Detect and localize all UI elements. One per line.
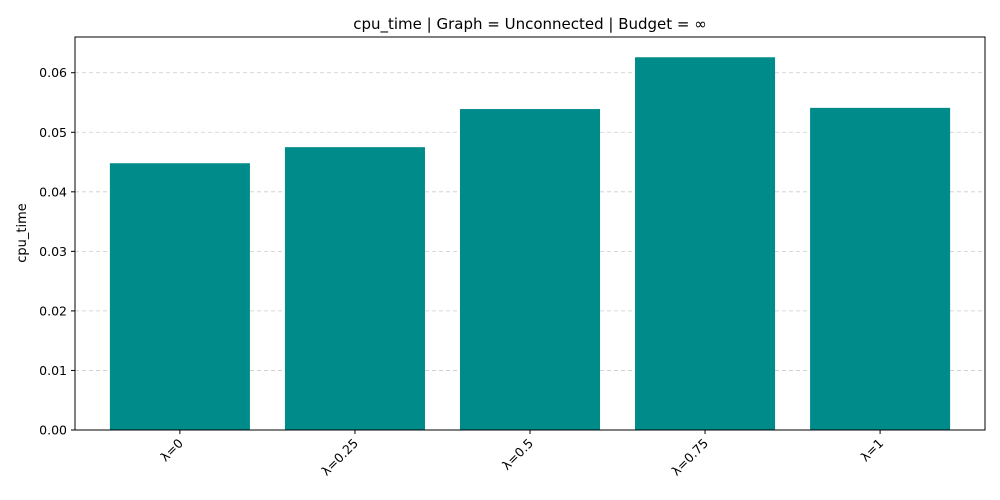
x-tick-label: λ=1 bbox=[857, 436, 886, 465]
y-axis-ticks: 0.00 0.01 0.02 0.03 0.04 0.05 0.06 bbox=[39, 65, 75, 438]
chart-title: cpu_time | Graph = Unconnected | Budget … bbox=[353, 15, 707, 34]
y-tick-label: 0.04 bbox=[39, 184, 67, 199]
y-tick-label: 0.03 bbox=[39, 244, 67, 259]
bars bbox=[109, 57, 951, 431]
bar bbox=[109, 163, 250, 430]
x-tick-label: λ=0.75 bbox=[668, 436, 711, 479]
x-tick-label: λ=0 bbox=[157, 435, 186, 464]
y-axis-label: cpu_time bbox=[15, 203, 30, 263]
y-tick-label: 0.06 bbox=[39, 65, 67, 80]
bar bbox=[635, 57, 776, 430]
y-tick-label: 0.01 bbox=[39, 363, 67, 378]
bar bbox=[459, 109, 601, 431]
bar bbox=[810, 107, 951, 430]
y-tick-label: 0.02 bbox=[39, 303, 67, 318]
x-tick-label: λ=0.5 bbox=[499, 436, 536, 473]
x-axis-ticks: λ=0 λ=0.25 λ=0.5 λ=0.75 λ=1 bbox=[157, 430, 886, 478]
bar bbox=[284, 147, 425, 430]
plot-frame bbox=[74, 36, 986, 431]
y-tick-label: 0.00 bbox=[39, 423, 67, 438]
y-tick-label: 0.05 bbox=[39, 125, 67, 140]
x-tick-label: λ=0.25 bbox=[318, 436, 361, 479]
